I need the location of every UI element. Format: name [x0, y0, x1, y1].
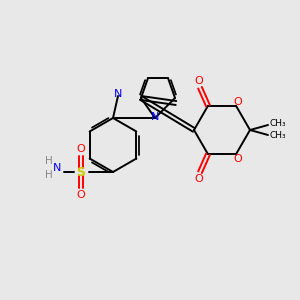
Text: N: N	[151, 112, 159, 122]
Text: H: H	[45, 156, 53, 166]
Text: O: O	[234, 154, 242, 164]
Text: CH₃: CH₃	[270, 119, 286, 128]
Text: O: O	[76, 144, 85, 154]
Text: H: H	[45, 170, 53, 180]
Text: N: N	[53, 163, 61, 173]
Text: O: O	[195, 174, 203, 184]
Text: CH₃: CH₃	[270, 131, 286, 140]
Text: O: O	[76, 190, 85, 200]
Text: O: O	[234, 97, 242, 107]
Text: N: N	[114, 89, 122, 99]
Text: O: O	[195, 76, 203, 86]
Text: S: S	[76, 166, 85, 178]
